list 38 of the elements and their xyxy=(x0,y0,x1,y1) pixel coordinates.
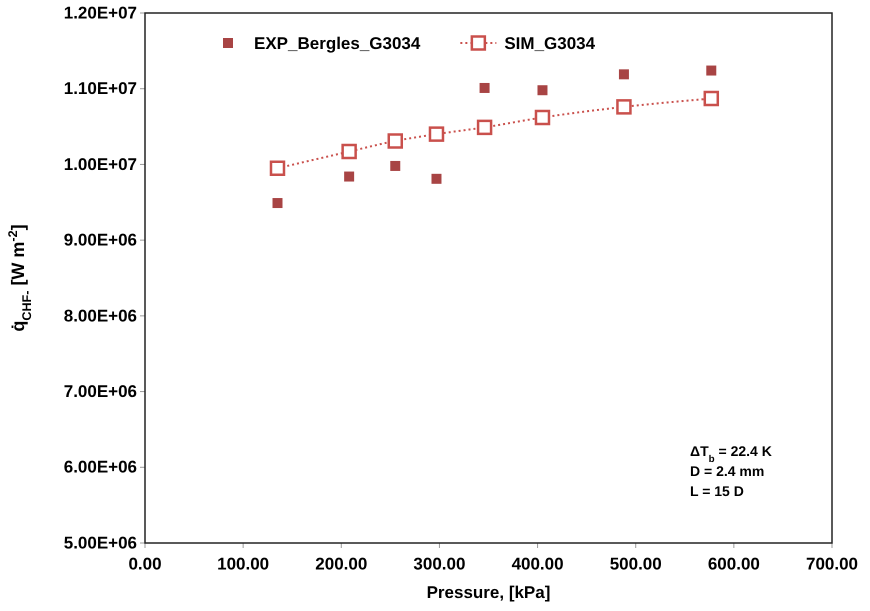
y-tick-label: 1.00E+07 xyxy=(64,154,137,174)
y-tick-label: 1.10E+07 xyxy=(64,79,137,98)
y-tick-label: 5.00E+06 xyxy=(64,533,137,552)
x-tick-label: 200.00 xyxy=(315,554,368,574)
x-tick-label: 0.00 xyxy=(128,554,162,574)
x-tick-label: 700.00 xyxy=(806,554,858,574)
x-axis-title: Pressure, [kPa] xyxy=(426,583,550,602)
legend-label: EXP_Bergles_G3034 xyxy=(254,34,421,53)
annotation: L = 15 D xyxy=(690,483,744,499)
legend-label: SIM_G3034 xyxy=(504,34,596,53)
y-tick-label: 7.00E+06 xyxy=(64,382,137,402)
point xyxy=(476,120,492,136)
x-tick-label: 100.00 xyxy=(217,554,270,574)
x-tick-label: 500.00 xyxy=(610,554,662,574)
point xyxy=(390,160,400,171)
x-tick-label: 600.00 xyxy=(708,554,760,574)
annotation: D = 2.4 mm xyxy=(690,463,764,479)
point xyxy=(534,110,550,126)
y-tick-label: 9.00E+06 xyxy=(64,230,137,250)
point xyxy=(428,126,444,142)
y-tick-label: 1.20E+07 xyxy=(64,3,137,22)
point xyxy=(388,133,404,149)
point xyxy=(704,90,720,106)
point xyxy=(537,85,548,96)
point xyxy=(706,66,716,76)
y-tick-label: 8.00E+06 xyxy=(64,306,137,326)
point xyxy=(272,198,282,208)
point xyxy=(480,82,490,93)
y-tick-label: 6.00E+06 xyxy=(64,458,137,477)
point xyxy=(431,174,442,184)
point xyxy=(341,144,357,160)
x-tick-label: 300.00 xyxy=(413,554,466,574)
point xyxy=(270,160,286,176)
x-tick-label: 400.00 xyxy=(512,554,564,574)
point xyxy=(344,172,354,182)
annotation: ΔT$_{b}$ = 22.4 K xyxy=(690,443,772,464)
point xyxy=(618,69,629,80)
point xyxy=(616,99,632,115)
